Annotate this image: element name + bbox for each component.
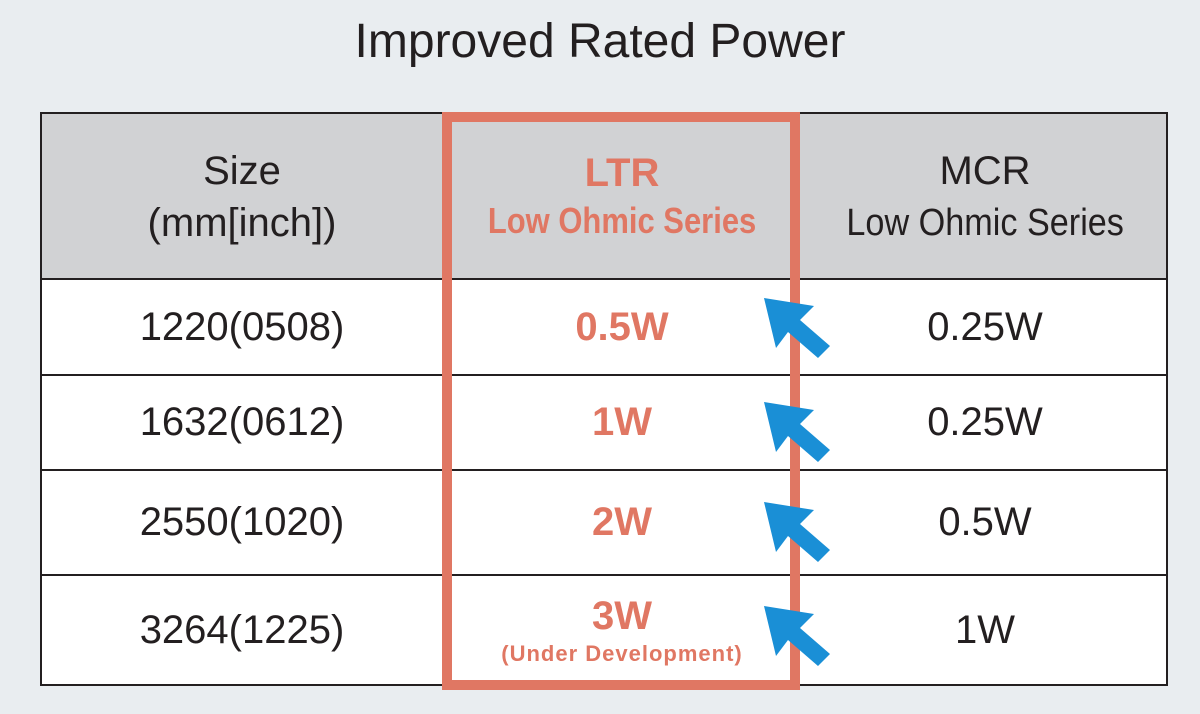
row-3-ltr: 2W (442, 471, 802, 574)
row-4-ltr: 3W (Under Development) (442, 576, 802, 684)
row-4-ltr-note: (Under Development) (501, 640, 743, 666)
header-size-title: Size (203, 149, 281, 193)
row-1-size: 1220(0508) (139, 304, 345, 349)
header-mcr-title: MCR (939, 149, 1031, 193)
arrow-up-left-icon (764, 502, 830, 562)
header-row (42, 114, 1166, 280)
header-mcr-series: Low Ohmic Series (846, 202, 1124, 244)
header-ltr-series: Low Ohmic Series (487, 200, 757, 241)
row-3-ltr-value: 2W (592, 500, 652, 544)
header-size: Size (mm[inch]) (42, 114, 442, 280)
row-divider (42, 374, 1166, 376)
arrow-up-left-icon (764, 606, 830, 666)
header-mcr: MCR Low Ohmic Series (802, 114, 1168, 280)
row-1-mcr: 0.25W (927, 304, 1043, 349)
rated-power-table: Size (mm[inch]) LTR Low Ohmic Series MCR… (40, 112, 1168, 686)
row-3-mcr: 0.5W (938, 500, 1032, 544)
row-4-mcr: 1W (955, 607, 1015, 652)
row-divider (42, 574, 1166, 576)
row-2-size: 1632(0612) (139, 400, 345, 444)
row-2-ltr-value: 1W (592, 400, 652, 444)
row-divider (42, 278, 1166, 280)
arrow-up-left-icon (764, 298, 830, 358)
row-1-ltr: 0.5W (442, 280, 802, 374)
row-1-ltr-value: 0.5W (575, 304, 669, 349)
row-3-size: 2550(1020) (139, 500, 345, 544)
header-ltr-title: LTR (584, 151, 660, 195)
header-size-unit: (mm[inch]) (147, 201, 337, 245)
header-ltr: LTR Low Ohmic Series (442, 114, 802, 280)
row-2-mcr: 0.25W (927, 400, 1043, 444)
row-2-ltr: 1W (442, 376, 802, 469)
row-4-ltr-value: 3W (592, 593, 652, 638)
page-title: Improved Rated Power (354, 15, 846, 68)
arrow-up-left-icon (764, 402, 830, 462)
row-4-size: 3264(1225) (139, 607, 345, 652)
row-divider (42, 469, 1166, 471)
